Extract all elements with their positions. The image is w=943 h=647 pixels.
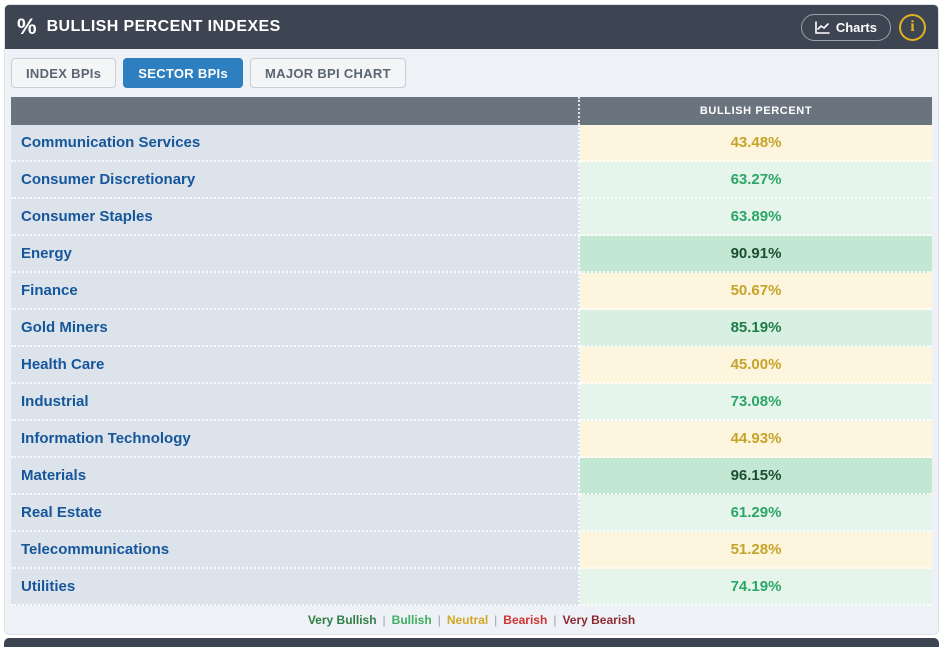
sector-name-link[interactable]: Real Estate [11,495,580,532]
bullish-percent-value: 50.67% [580,273,932,310]
charts-button-label: Charts [835,19,877,35]
sector-name-link[interactable]: Communication Services [11,125,580,162]
sector-name-link[interactable]: Materials [11,458,580,495]
table-row: Materials 96.15% [11,458,932,495]
panel-header: % BULLISH PERCENT INDEXES Charts i [5,5,938,49]
bullish-percent-value: 73.08% [580,384,932,421]
bullish-percent-value: 63.27% [580,162,932,199]
charts-button[interactable]: Charts [800,13,891,41]
next-panel-top-edge [4,638,939,647]
table-row: Telecommunications 51.28% [11,532,932,569]
table-row: Consumer Discretionary 63.27% [11,162,932,199]
legend-separator: | [553,613,557,627]
legend-bearish: Bearish [503,613,548,627]
bullish-percent-value: 90.91% [580,236,932,273]
percent-icon: % [17,14,37,39]
table-row: Industrial 73.08% [11,384,932,421]
table-row: Energy 90.91% [11,236,932,273]
bullish-percent-value: 45.00% [580,347,932,384]
legend-separator: | [494,613,498,627]
bullish-percent-value: 61.29% [580,495,932,532]
legend-separator: | [382,613,386,627]
legend-separator: | [437,613,441,627]
sector-name-link[interactable]: Health Care [11,347,580,384]
panel-title: BULLISH PERCENT INDEXES [46,18,281,35]
legend-bullish: Bullish [391,613,432,627]
sector-column-header [11,97,580,125]
sector-name-link[interactable]: Energy [11,236,580,273]
sector-name-link[interactable]: Information Technology [11,421,580,458]
table-body: Communication Services 43.48% Consumer D… [11,125,932,606]
tab-major-bpi-chart[interactable]: MAJOR BPI CHART [250,58,406,88]
legend-very-bearish: Very Bearish [562,613,636,627]
tab-bar: INDEX BPIs SECTOR BPIs MAJOR BPI CHART [5,49,938,97]
bullish-percent-value: 44.93% [580,421,932,458]
table-row: Communication Services 43.48% [11,125,932,162]
sector-name-link[interactable]: Utilities [11,569,580,606]
bullish-percent-value: 96.15% [580,458,932,495]
line-chart-icon [815,20,830,34]
sector-name-link[interactable]: Consumer Staples [11,199,580,236]
legend-neutral: Neutral [446,613,489,627]
table-row: Consumer Staples 63.89% [11,199,932,236]
table-row: Health Care 45.00% [11,347,932,384]
table-row: Information Technology 44.93% [11,421,932,458]
table-header-row: BULLISH PERCENT [11,97,932,125]
table-row: Gold Miners 85.19% [11,310,932,347]
bullish-percent-value: 63.89% [580,199,932,236]
bullish-percent-panel: % BULLISH PERCENT INDEXES Charts i INDEX… [4,4,939,635]
bullish-percent-value: 51.28% [580,532,932,569]
sector-name-link[interactable]: Consumer Discretionary [11,162,580,199]
table-row: Finance 50.67% [11,273,932,310]
info-button[interactable]: i [899,13,926,41]
bullish-percent-value: 74.19% [580,569,932,606]
tab-index-bpis[interactable]: INDEX BPIs [11,58,117,88]
table-row: Real Estate 61.29% [11,495,932,532]
tab-sector-bpis[interactable]: SECTOR BPIs [123,58,243,88]
bpi-table: BULLISH PERCENT Communication Services 4… [11,97,932,606]
sector-name-link[interactable]: Industrial [11,384,580,421]
column-header-bullish-percent: BULLISH PERCENT [699,105,813,117]
sector-name-link[interactable]: Finance [11,273,580,310]
legend-very-bullish: Very Bullish [307,613,377,627]
info-icon: i [910,18,915,35]
status-legend: Very Bullish | Bullish | Neutral | Bearish | Ver… [5,606,938,634]
sector-name-link[interactable]: Telecommunications [11,532,580,569]
table-row: Utilities 74.19% [11,569,932,606]
bullish-percent-value: 43.48% [580,125,932,162]
bullish-percent-value: 85.19% [580,310,932,347]
sector-name-link[interactable]: Gold Miners [11,310,580,347]
